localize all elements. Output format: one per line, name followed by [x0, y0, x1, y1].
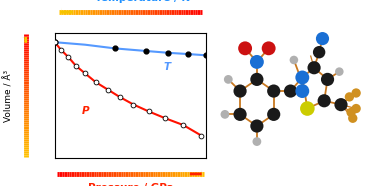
Point — [316, 51, 322, 54]
Point — [254, 125, 260, 128]
Point — [304, 107, 310, 110]
Point — [237, 113, 243, 116]
Point — [353, 92, 359, 94]
Point — [73, 64, 79, 67]
Point — [143, 49, 149, 52]
Point — [311, 66, 317, 69]
Point — [319, 37, 325, 40]
Point — [350, 117, 356, 120]
Point — [266, 47, 272, 50]
Point — [348, 111, 354, 114]
Point — [254, 78, 260, 81]
Point — [146, 110, 152, 113]
Text: Pressure / GPa: Pressure / GPa — [88, 183, 173, 186]
Point — [105, 88, 111, 91]
Point — [130, 103, 136, 106]
Point — [288, 90, 294, 93]
Point — [321, 99, 327, 102]
Point — [203, 54, 209, 57]
Point — [185, 53, 191, 56]
Point — [52, 41, 58, 44]
Point — [225, 78, 231, 81]
Point — [222, 113, 228, 116]
Point — [353, 107, 359, 110]
Point — [324, 78, 330, 81]
Point — [162, 117, 168, 120]
Point — [346, 95, 352, 98]
Point — [338, 103, 344, 106]
Point — [180, 124, 186, 126]
Point — [165, 51, 171, 54]
Point — [198, 134, 204, 137]
Point — [52, 41, 58, 44]
Point — [117, 96, 123, 99]
Text: T: T — [164, 62, 171, 72]
Point — [242, 47, 248, 50]
Point — [336, 70, 342, 73]
Point — [237, 90, 243, 93]
Point — [82, 72, 88, 75]
Text: P: P — [82, 106, 90, 116]
Point — [271, 90, 277, 93]
Point — [112, 47, 118, 50]
Point — [299, 90, 305, 93]
Text: Volume / Å³: Volume / Å³ — [4, 70, 13, 122]
Point — [254, 60, 260, 63]
Text: Temperature / K: Temperature / K — [94, 0, 189, 3]
Point — [65, 56, 71, 59]
Point — [58, 48, 64, 51]
Point — [291, 58, 297, 61]
Point — [254, 140, 260, 143]
Point — [93, 81, 99, 84]
Point — [299, 76, 305, 79]
Point — [271, 113, 277, 116]
